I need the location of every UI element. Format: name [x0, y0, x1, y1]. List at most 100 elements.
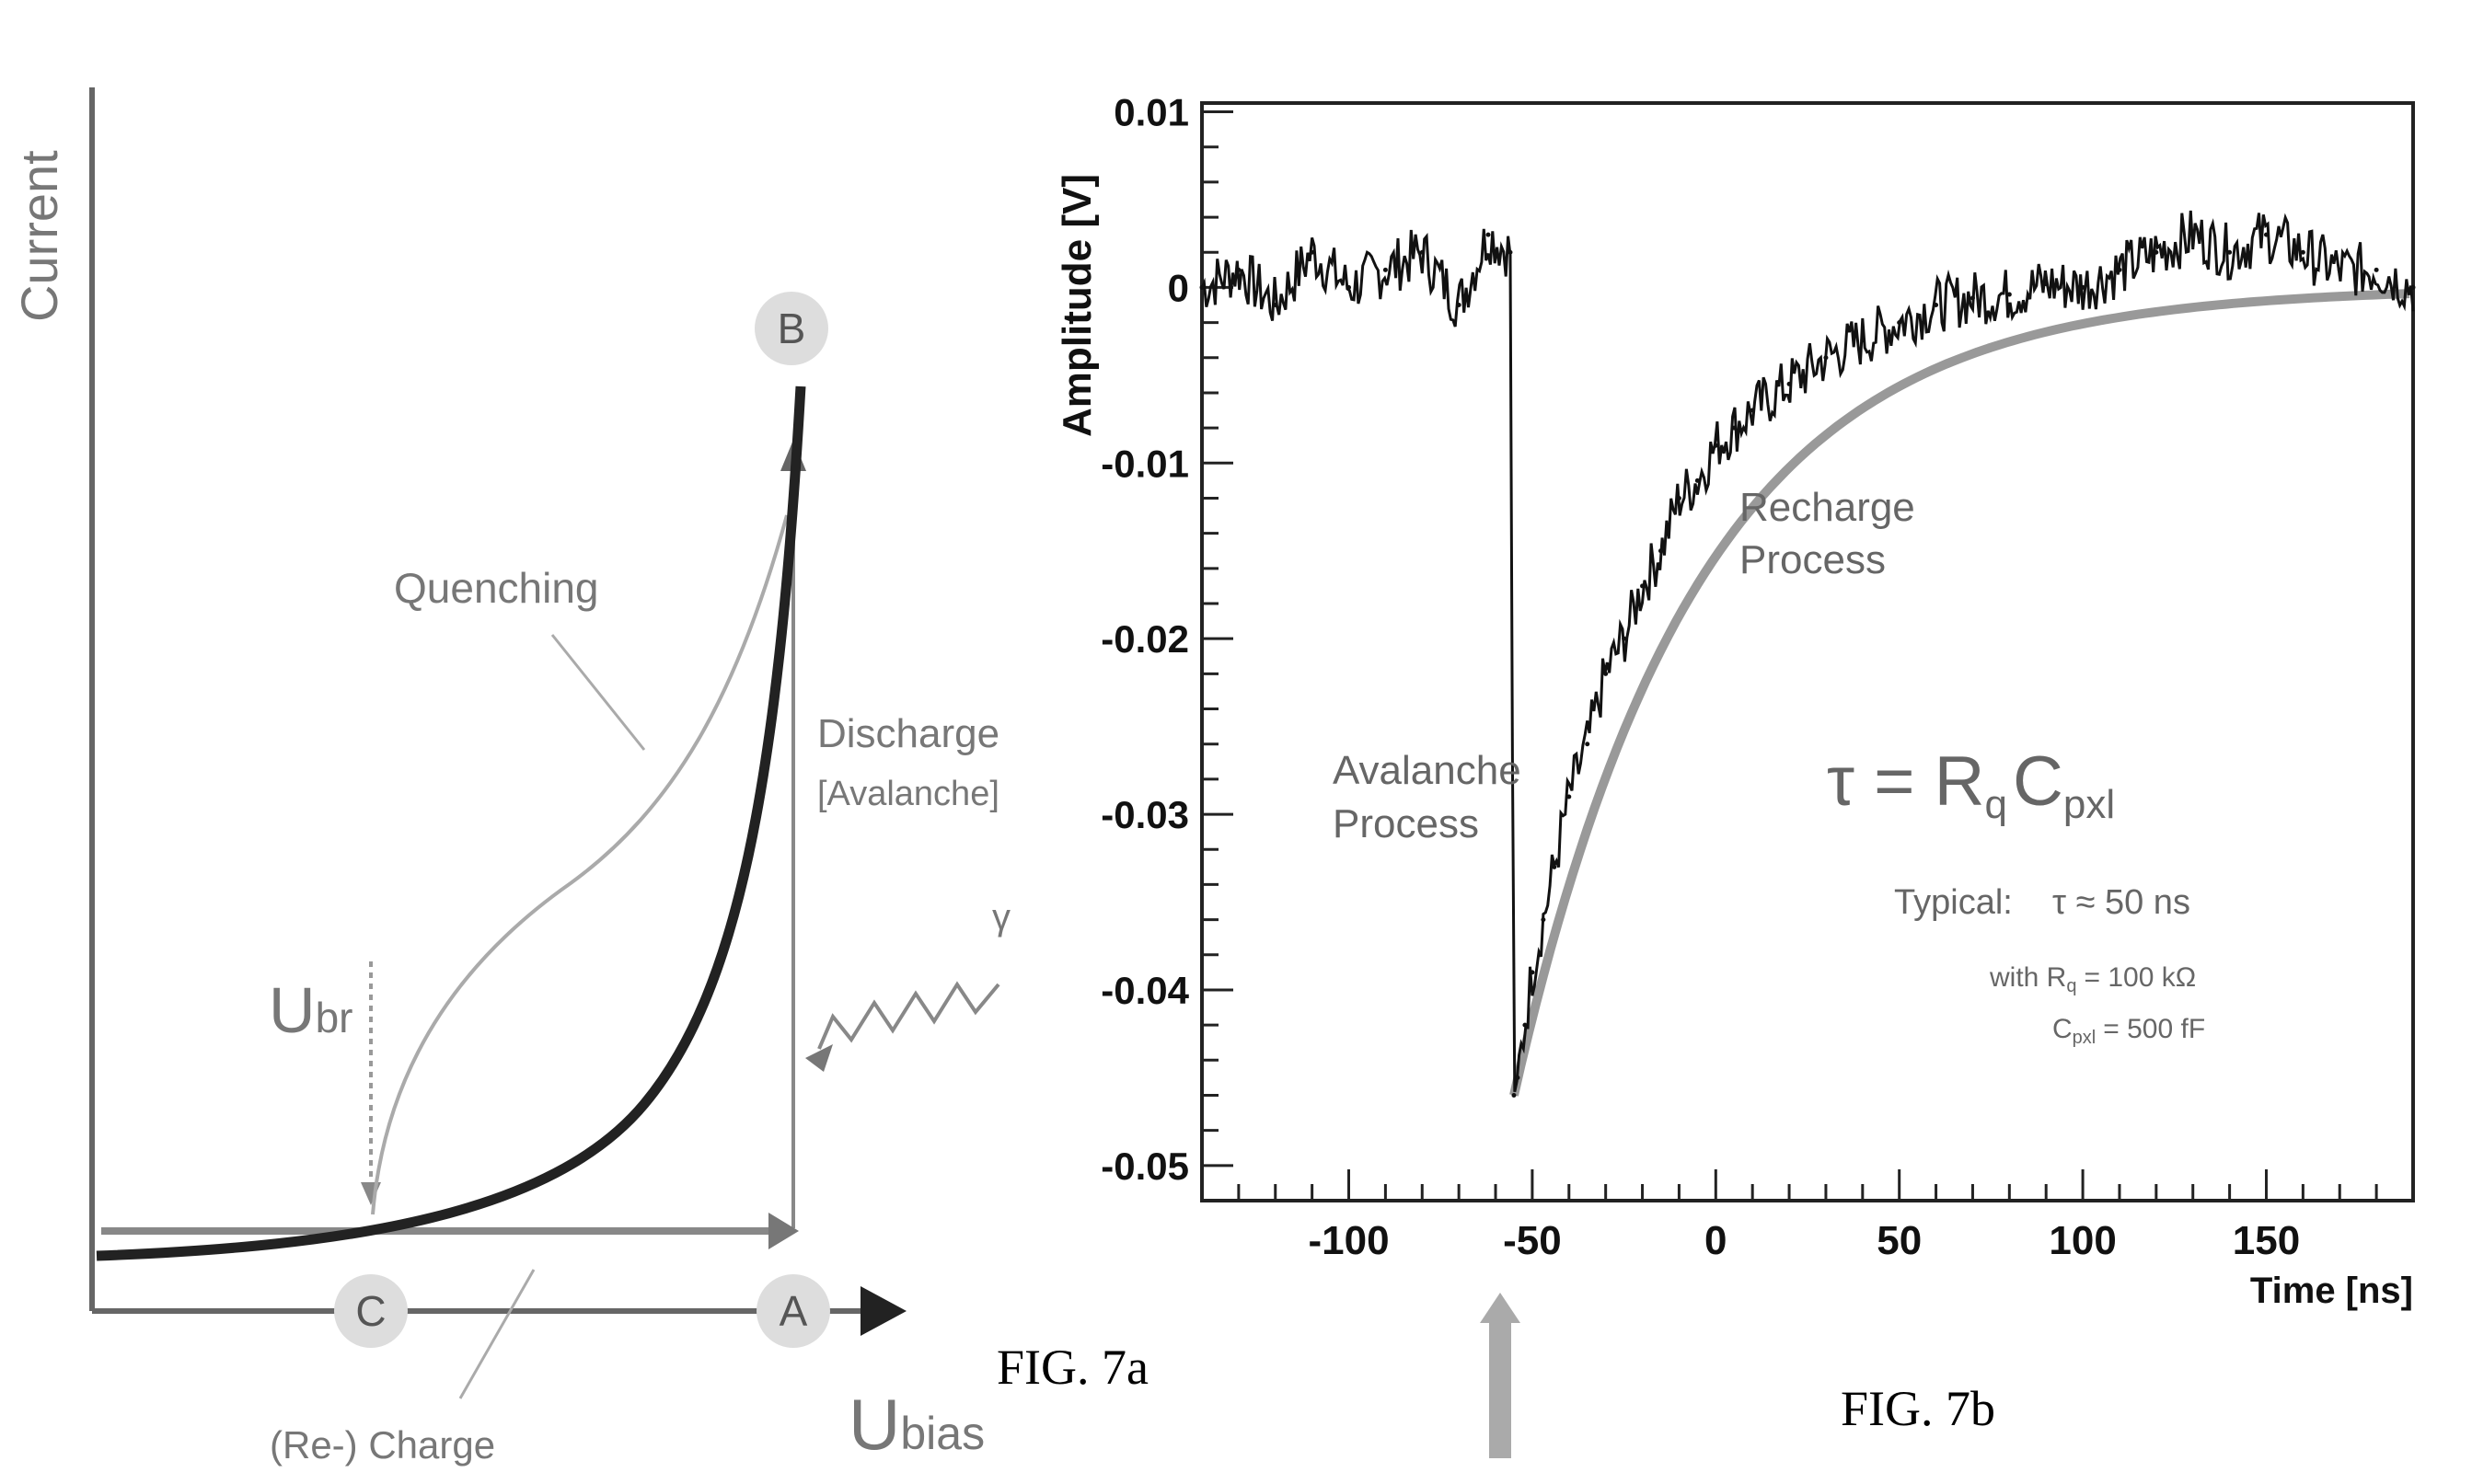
fig7b-data-point [2006, 292, 2012, 297]
fig7a-point-b: B [778, 305, 806, 352]
fig7b-recharge-label-1: Recharge [1739, 485, 1915, 530]
fig7a-point-a: A [780, 1287, 808, 1335]
fig7b-fit-line [1509, 289, 2410, 1097]
fig7b-y-axis-title: Amplitude [V] [1055, 174, 1100, 437]
fig7b-data-point [1970, 295, 1975, 301]
fig7b-data-point [1934, 303, 1939, 308]
fig7a-iv-curve [96, 385, 806, 1261]
fig7b-plot-frame [1200, 101, 2415, 1202]
fig7b-trigger-arrow-shaft [1489, 1320, 1511, 1458]
fig7a-point-c: C [355, 1287, 386, 1335]
fig7b-x-tick-label: -50 [1503, 1218, 1562, 1263]
fig7b-data-point [1622, 636, 1627, 641]
fig7b-data-point [1640, 583, 1646, 589]
fig7a-quenching-curve [371, 514, 789, 1215]
fig7b-data-point [1897, 320, 1902, 326]
fig7b-data-point [1485, 232, 1491, 237]
fig7b-data-point [1310, 249, 1315, 255]
fig7b-caption: FIG. 7b [1841, 1381, 1996, 1436]
fig7b-x-tick-label: 150 [2233, 1218, 2300, 1263]
fig7b-data-point [1511, 1092, 1517, 1098]
fig7b-x-tick-label: 0 [1704, 1218, 1727, 1263]
fig7a-diagram: B C A Current Quenching Discharge [Avala… [10, 87, 1011, 1467]
fig7a-x-axis-arrowhead [861, 1286, 907, 1336]
fig7b-data-point [2337, 267, 2342, 272]
fig7b-data-point [1419, 249, 1425, 255]
fig7b-x-tick-label: 50 [1877, 1218, 1922, 1263]
fig7b-data-point [1515, 1075, 1520, 1080]
fig7a-discharge-label: Discharge [817, 711, 999, 756]
fig7b-signal-line [1200, 210, 2415, 1093]
fig7b-data-point [1199, 284, 1205, 290]
fig7b-data-point [2154, 249, 2159, 255]
fig7b-trigger-arrowhead [1480, 1293, 1520, 1323]
fig7b-data-point [1552, 864, 1557, 869]
fig7a-ubr-label: Ubr [269, 974, 352, 1046]
fig7b-data-point [2410, 284, 2416, 290]
fig7b-data-point [2117, 267, 2122, 272]
fig7b-equation: τ = RqCpxl [1827, 742, 2115, 827]
fig7b-data-point [1786, 381, 1792, 386]
fig7b-fit-curve [1509, 289, 2410, 1097]
fig7b-data-point [2190, 232, 2196, 237]
fig7b-y-tick-label: -0.03 [1101, 793, 1189, 836]
fig7a-avalanche-label: [Avalanche] [817, 775, 999, 813]
fig7a-photon-wave [817, 981, 1000, 1050]
fig7b-data-point [1382, 267, 1388, 272]
fig7b-data-point [1713, 443, 1718, 448]
fig7b-axes: -100 -50 0 50 100 150 0.01 0 -0.01 -0.02 -0.03 -0.0… [1101, 91, 2415, 1263]
fig7b-data-point [2374, 267, 2379, 272]
fig7b-data-point [1541, 917, 1546, 923]
fig7b-data-point [1456, 303, 1461, 308]
fig7b-data-point [1522, 1022, 1528, 1028]
fig7b-data-point [1676, 495, 1681, 500]
fig7b-y-tick-label: -0.05 [1101, 1145, 1189, 1188]
fig7a-photon-label: γ [992, 897, 1011, 938]
fig7b-data-point [1603, 671, 1609, 676]
fig7b-typical-label: Typical: [1894, 883, 2013, 922]
fig7b-y-tick-label: -0.02 [1101, 617, 1189, 661]
fig7b-data-point [1731, 425, 1737, 431]
fig7b-y-tick-label: 0 [1168, 266, 1189, 309]
fig7b-recharge-label-2: Process [1739, 537, 1886, 582]
fig7a-y-axis-label: Current [10, 150, 68, 322]
fig7b-data-point [1823, 355, 1829, 361]
fig7b-rq-note: with Rq = 100 kΩ [1989, 962, 2196, 996]
fig7b-y-tick-label: -0.01 [1101, 442, 1189, 485]
fig7b-data-point [1658, 548, 1663, 554]
fig7a-point-b-marker [755, 292, 828, 365]
fig7a-x-axis-label: Ubias [849, 1384, 985, 1465]
fig7b-data-point [1566, 794, 1572, 800]
fig7b-data-point [1346, 284, 1352, 290]
fig7a-photon-arrowhead [805, 1044, 833, 1072]
fig7b-data-point [1694, 477, 1700, 483]
fig7b-cpxl-note: Cpxl = 500 fF [2052, 1014, 2205, 1048]
fig7b-data-point [2263, 232, 2269, 237]
fig7a-recharge-leader [458, 1269, 536, 1399]
fig7b-x-tick-label: -100 [1308, 1218, 1389, 1263]
fig7b-x-tick-label: 100 [2049, 1218, 2116, 1263]
fig7b-data-point [1530, 970, 1535, 975]
fig7a-charge-arrowhead [768, 1213, 799, 1249]
fig7b-data-point [1236, 267, 1242, 272]
fig7a-quenching-label: Quenching [394, 564, 599, 612]
fig7b-data-point [2300, 249, 2305, 255]
fig7b-data-point [1273, 303, 1278, 308]
fig7b-data-point [1750, 408, 1755, 413]
fig7a-point-a-marker [757, 1274, 830, 1348]
fig7a-quenching-leader [550, 634, 646, 751]
fig7b-typical-value: τ ≈ 50 ns [2052, 883, 2190, 922]
fig7b-avalanche-label-2: Process [1333, 801, 1479, 846]
fig7a-recharge-label: (Re-) Charge [270, 1423, 495, 1467]
fig7b-data-point [1507, 249, 1513, 255]
fig7b-data-point [2080, 284, 2085, 290]
fig7b-x-axis-title: Time [ns] [2250, 1271, 2413, 1311]
fig7b-data-point [1585, 742, 1590, 747]
fig7b-data-point [2227, 249, 2233, 255]
fig7a-point-c-marker [334, 1274, 408, 1348]
fig7b-avalanche-label-1: Avalanche [1333, 748, 1521, 793]
fig7b-series [1199, 210, 2416, 1098]
fig7b-data-point [1860, 338, 1866, 343]
fig7b-y-tick-label: -0.04 [1101, 969, 1189, 1012]
